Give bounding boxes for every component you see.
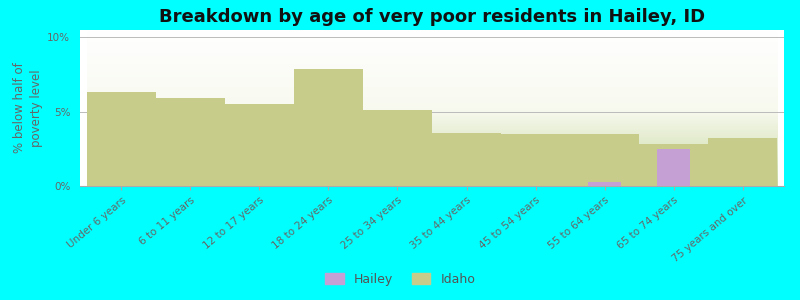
Bar — [156, 98, 225, 186]
Bar — [226, 104, 294, 186]
Bar — [639, 144, 708, 186]
Y-axis label: % below half of
poverty level: % below half of poverty level — [13, 63, 43, 153]
Bar — [589, 182, 621, 186]
Bar — [363, 110, 432, 186]
Bar — [432, 133, 501, 186]
Bar — [709, 139, 777, 186]
Bar — [87, 92, 155, 186]
Bar — [294, 69, 362, 186]
Legend: Hailey, Idaho: Hailey, Idaho — [320, 268, 480, 291]
Bar — [570, 134, 638, 186]
Title: Breakdown by age of very poor residents in Hailey, ID: Breakdown by age of very poor residents … — [159, 8, 705, 26]
Bar — [502, 134, 570, 186]
Bar — [658, 149, 690, 186]
